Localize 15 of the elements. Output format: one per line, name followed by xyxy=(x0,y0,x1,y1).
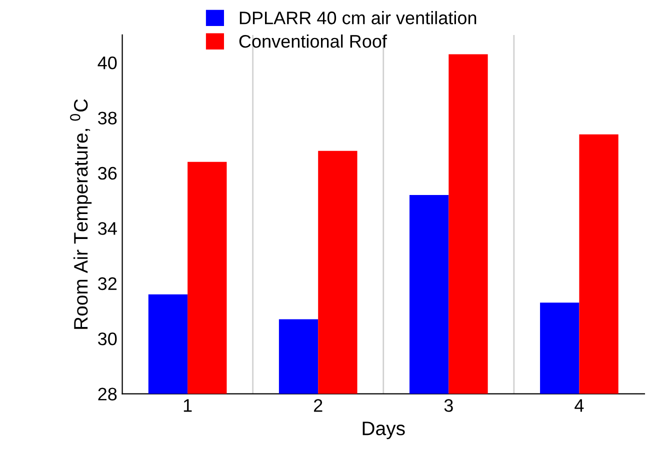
legend-label: DPLARR 40 cm air ventilation xyxy=(240,11,476,24)
x-axis-title: Days xyxy=(362,422,405,440)
y-axis-title: Room Air Temperature, $^{0}$C xyxy=(70,99,92,329)
y-tick-label: 32 xyxy=(98,277,117,290)
x-tick-label: 4 xyxy=(574,399,584,412)
legend-label: Conventional Roof xyxy=(239,34,388,48)
x-tick-label: 2 xyxy=(314,399,322,412)
y-tick-label: 34 xyxy=(98,222,117,235)
x-tick-label: 1 xyxy=(184,399,192,412)
y-tick-label: 40 xyxy=(98,56,117,70)
x-tick-label: 3 xyxy=(444,399,453,412)
y-tick-label: 28 xyxy=(98,388,117,400)
y-tick-label: 30 xyxy=(98,332,117,346)
y-tick-label: 36 xyxy=(98,166,117,180)
y-tick-label: 38 xyxy=(98,112,117,124)
